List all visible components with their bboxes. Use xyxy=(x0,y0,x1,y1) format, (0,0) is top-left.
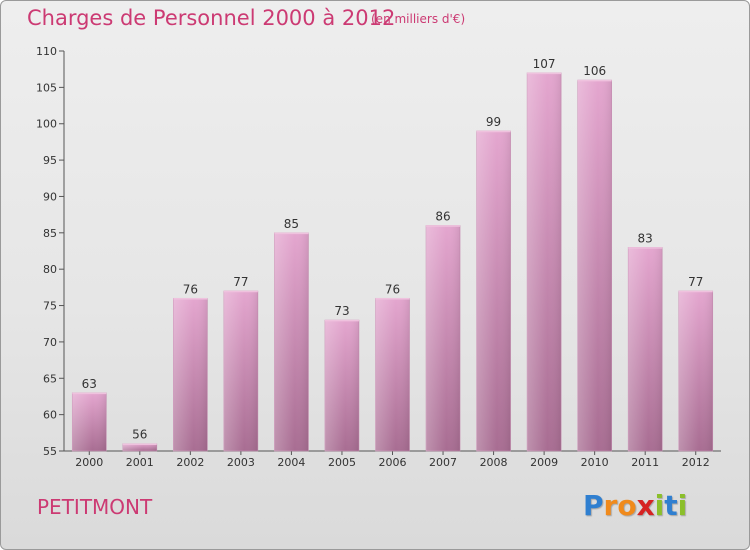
x-tick-label: 2009 xyxy=(530,456,558,469)
data-label: 85 xyxy=(284,217,299,231)
y-tick-label: 85 xyxy=(43,227,57,240)
bar-highlight xyxy=(122,443,157,451)
y-tick-label: 75 xyxy=(43,300,57,313)
brand-letter: i xyxy=(677,489,688,522)
data-label: 77 xyxy=(688,275,703,289)
bar-highlight xyxy=(577,80,612,451)
proxiti-logo: Proxiti xyxy=(583,489,687,522)
y-tick-label: 65 xyxy=(43,372,57,385)
bar-highlight xyxy=(72,392,107,451)
bar-highlight xyxy=(274,232,309,451)
data-label: 56 xyxy=(132,428,147,442)
x-tick-label: 2001 xyxy=(126,456,154,469)
bar-highlight xyxy=(173,298,208,451)
chart-subtitle: (en milliers d'€) xyxy=(371,12,466,26)
brand-letter: i xyxy=(654,489,665,522)
x-tick-label: 2005 xyxy=(328,456,356,469)
data-label: 76 xyxy=(385,282,400,296)
bar-highlight xyxy=(375,298,410,451)
brand-letter: o xyxy=(617,489,637,522)
brand-letter: r xyxy=(603,489,618,522)
data-label: 106 xyxy=(583,64,606,78)
data-label: 76 xyxy=(183,282,198,296)
y-tick-label: 55 xyxy=(43,445,57,458)
bar-highlight xyxy=(426,225,461,451)
y-tick-label: 80 xyxy=(43,263,57,276)
bar-highlight xyxy=(678,291,713,451)
bar-highlight xyxy=(324,320,359,451)
y-tick-label: 95 xyxy=(43,154,57,167)
x-tick-label: 2006 xyxy=(379,456,407,469)
y-tick-label: 110 xyxy=(36,45,57,58)
bar-highlight xyxy=(223,291,258,451)
data-label: 73 xyxy=(334,304,349,318)
data-label: 83 xyxy=(638,231,653,245)
data-label: 107 xyxy=(533,57,556,71)
x-tick-label: 2012 xyxy=(682,456,710,469)
data-label: 99 xyxy=(486,115,501,129)
brand-letter: P xyxy=(583,489,604,522)
x-tick-label: 2000 xyxy=(75,456,103,469)
bar-highlight xyxy=(476,131,511,451)
x-tick-label: 2007 xyxy=(429,456,457,469)
y-tick-label: 90 xyxy=(43,190,57,203)
x-tick-label: 2002 xyxy=(176,456,204,469)
data-label: 77 xyxy=(233,275,248,289)
x-tick-label: 2008 xyxy=(480,456,508,469)
data-label: 63 xyxy=(82,377,97,391)
brand-letter: x xyxy=(636,489,655,522)
x-tick-label: 2003 xyxy=(227,456,255,469)
bar-highlight xyxy=(628,247,663,451)
chart-title: Charges de Personnel 2000 à 2012 xyxy=(27,6,396,30)
commune-name: PETITMONT xyxy=(37,495,153,519)
x-tick-label: 2010 xyxy=(581,456,609,469)
x-tick-label: 2004 xyxy=(277,456,305,469)
y-tick-label: 60 xyxy=(43,409,57,422)
y-tick-label: 100 xyxy=(36,118,57,131)
y-tick-label: 105 xyxy=(36,81,57,94)
x-tick-label: 2011 xyxy=(631,456,659,469)
brand-letter: t xyxy=(664,489,678,522)
bar-highlight xyxy=(527,72,562,452)
data-label: 86 xyxy=(435,210,450,224)
y-tick-label: 70 xyxy=(43,336,57,349)
